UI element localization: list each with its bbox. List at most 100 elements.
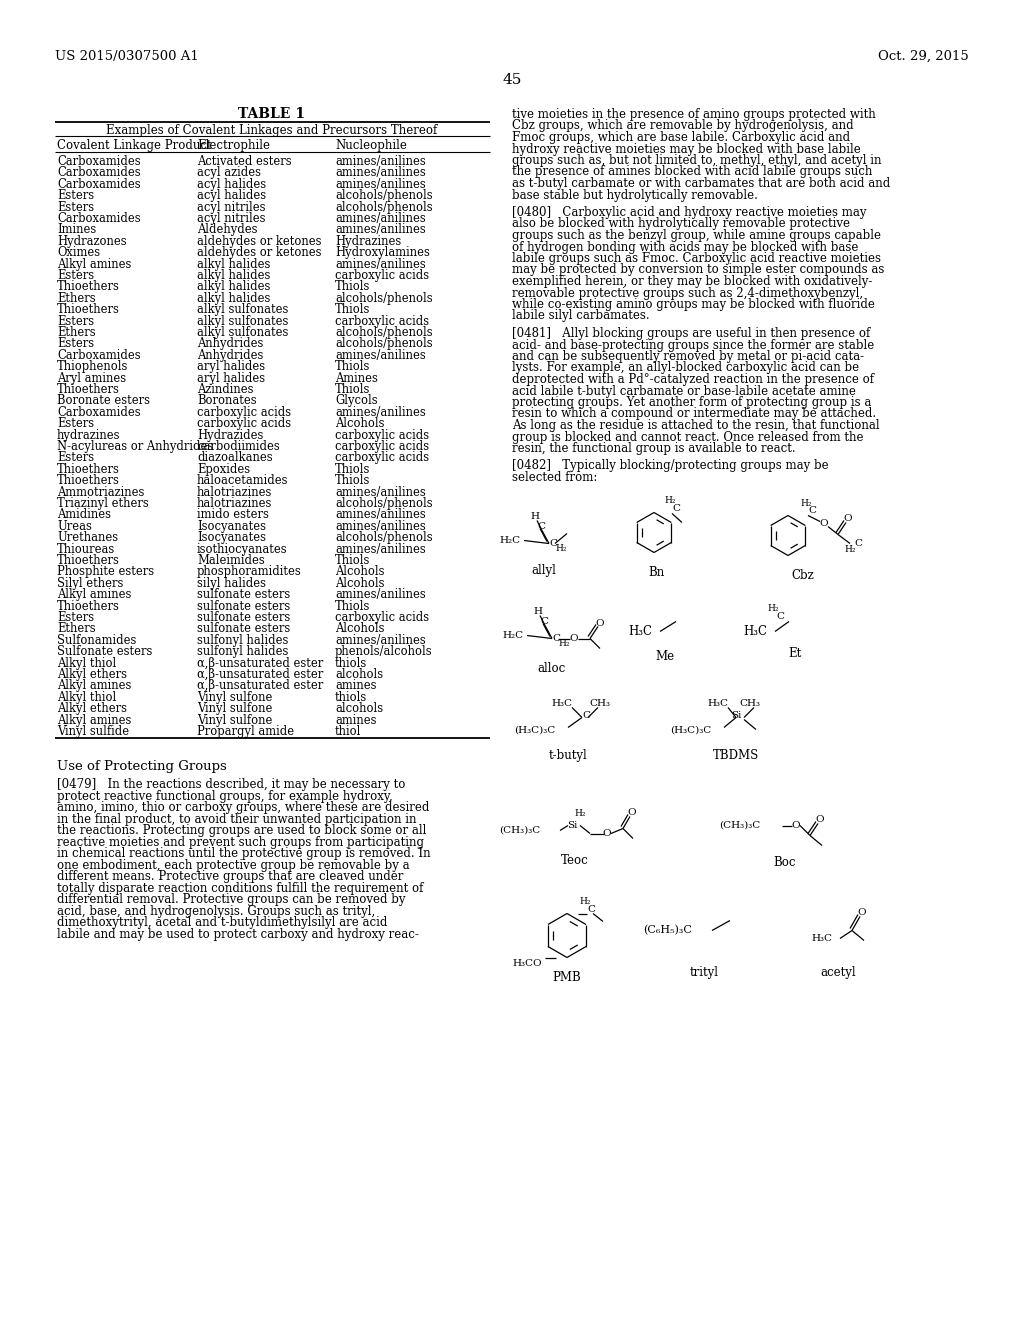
Text: H₂: H₂	[574, 809, 586, 818]
Text: silyl halides: silyl halides	[197, 577, 266, 590]
Text: Et: Et	[788, 647, 802, 660]
Text: C: C	[587, 906, 595, 913]
Text: Ammotriazines: Ammotriazines	[57, 486, 144, 499]
Text: Thiophenols: Thiophenols	[57, 360, 128, 374]
Text: O: O	[819, 519, 828, 528]
Text: the presence of amines blocked with acid labile groups such: the presence of amines blocked with acid…	[512, 165, 872, 178]
Text: alloc: alloc	[538, 663, 566, 675]
Text: H₂: H₂	[665, 496, 676, 506]
Text: H₃C: H₃C	[708, 700, 728, 708]
Text: Alcohols: Alcohols	[335, 417, 384, 430]
Text: Hydrazones: Hydrazones	[57, 235, 127, 248]
Text: carboxylic acids: carboxylic acids	[335, 451, 429, 465]
Text: [0482]   Typically blocking/protecting groups may be: [0482] Typically blocking/protecting gro…	[512, 459, 828, 473]
Text: amines: amines	[335, 680, 377, 693]
Text: acyl halides: acyl halides	[197, 189, 266, 202]
Text: carboxylic acids: carboxylic acids	[335, 269, 429, 282]
Text: Vinyl sulfone: Vinyl sulfone	[197, 702, 272, 715]
Text: [0480]   Carboxylic acid and hydroxy reactive moieties may: [0480] Carboxylic acid and hydroxy react…	[512, 206, 866, 219]
Text: Thioethers: Thioethers	[57, 304, 120, 317]
Text: sulfonate esters: sulfonate esters	[197, 611, 290, 624]
Text: 45: 45	[503, 73, 521, 87]
Text: C: C	[808, 506, 816, 515]
Text: Carboxamides: Carboxamides	[57, 178, 140, 191]
Text: carboxylic acids: carboxylic acids	[197, 405, 291, 418]
Text: C: C	[537, 521, 545, 531]
Text: in the final product, to avoid their unwanted participation in: in the final product, to avoid their unw…	[57, 813, 417, 826]
Text: Hydrazides: Hydrazides	[197, 429, 263, 442]
Text: Ethers: Ethers	[57, 292, 95, 305]
Text: Use of Protecting Groups: Use of Protecting Groups	[57, 760, 226, 774]
Text: phosphoramidites: phosphoramidites	[197, 565, 302, 578]
Text: Si: Si	[567, 821, 578, 830]
Text: Esters: Esters	[57, 189, 94, 202]
Text: TBDMS: TBDMS	[713, 748, 759, 762]
Text: diazoalkanes: diazoalkanes	[197, 451, 272, 465]
Text: as t-butyl carbamate or with carbamates that are both acid and: as t-butyl carbamate or with carbamates …	[512, 177, 890, 190]
Text: Teoc: Teoc	[561, 854, 589, 867]
Text: amines/anilines: amines/anilines	[335, 589, 426, 601]
Text: Thioethers: Thioethers	[57, 554, 120, 568]
Text: alkyl sulfonates: alkyl sulfonates	[197, 304, 289, 317]
Text: H: H	[534, 607, 543, 616]
Text: acid- and base-protecting groups since the former are stable: acid- and base-protecting groups since t…	[512, 338, 874, 351]
Text: amines/anilines: amines/anilines	[335, 223, 426, 236]
Text: alcohols/phenols: alcohols/phenols	[335, 201, 432, 214]
Text: resin, the functional group is available to react.: resin, the functional group is available…	[512, 442, 796, 455]
Text: Thiols: Thiols	[335, 554, 371, 568]
Text: Esters: Esters	[57, 417, 94, 430]
Text: Epoxides: Epoxides	[197, 463, 250, 475]
Text: carboxylic acids: carboxylic acids	[335, 314, 429, 327]
Text: Thioethers: Thioethers	[57, 463, 120, 475]
Text: Maleimides: Maleimides	[197, 554, 265, 568]
Text: allyl: allyl	[531, 564, 556, 577]
Text: group is blocked and cannot react. Once released from the: group is blocked and cannot react. Once …	[512, 430, 863, 444]
Text: Thiols: Thiols	[335, 474, 371, 487]
Text: isothiocyanates: isothiocyanates	[197, 543, 288, 556]
Text: Esters: Esters	[57, 451, 94, 465]
Text: Alkyl thiol: Alkyl thiol	[57, 656, 117, 669]
Text: exemplified herein, or they may be blocked with oxidatively-: exemplified herein, or they may be block…	[512, 275, 872, 288]
Text: halotriazines: halotriazines	[197, 486, 272, 499]
Text: carboxylic acids: carboxylic acids	[197, 417, 291, 430]
Text: one embodiment, each protective group be removable by a: one embodiment, each protective group be…	[57, 859, 410, 873]
Text: Thiols: Thiols	[335, 360, 371, 374]
Text: deprotected with a Pd°-catalyzed reaction in the presence of: deprotected with a Pd°-catalyzed reactio…	[512, 374, 874, 385]
Text: haloacetamides: haloacetamides	[197, 474, 289, 487]
Text: Nucleophile: Nucleophile	[335, 139, 407, 152]
Text: Boronate esters: Boronate esters	[57, 395, 150, 408]
Text: selected from:: selected from:	[512, 471, 597, 484]
Text: TABLE 1: TABLE 1	[239, 107, 305, 121]
Text: (CH₃)₃C: (CH₃)₃C	[499, 826, 540, 836]
Text: and can be subsequently removed by metal or pi-acid cata-: and can be subsequently removed by metal…	[512, 350, 864, 363]
Text: tive moieties in the presence of amino groups protected with: tive moieties in the presence of amino g…	[512, 108, 876, 121]
Text: Phosphite esters: Phosphite esters	[57, 565, 155, 578]
Text: phenols/alcohols: phenols/alcohols	[335, 645, 432, 659]
Text: Esters: Esters	[57, 201, 94, 214]
Text: Triazinyl ethers: Triazinyl ethers	[57, 498, 148, 510]
Text: Thioethers: Thioethers	[57, 280, 120, 293]
Text: US 2015/0307500 A1: US 2015/0307500 A1	[55, 50, 199, 63]
Text: Sulfonate esters: Sulfonate esters	[57, 645, 153, 659]
Text: carbodiimides: carbodiimides	[197, 440, 280, 453]
Text: H: H	[530, 512, 540, 521]
Text: Bn: Bn	[648, 566, 665, 579]
Text: Esters: Esters	[57, 338, 94, 350]
Text: amines/anilines: amines/anilines	[335, 520, 426, 533]
Text: acetyl: acetyl	[820, 966, 856, 979]
Text: C: C	[672, 504, 680, 513]
Text: amino, imino, thio or carboxy groups, where these are desired: amino, imino, thio or carboxy groups, wh…	[57, 801, 429, 814]
Text: thiol: thiol	[335, 725, 361, 738]
Text: amines/anilines: amines/anilines	[335, 348, 426, 362]
Text: alcohols: alcohols	[335, 702, 383, 715]
Text: H₂: H₂	[580, 898, 591, 906]
Text: Thioethers: Thioethers	[57, 474, 120, 487]
Text: acid, base, and hydrogenolysis. Groups such as trityl,: acid, base, and hydrogenolysis. Groups s…	[57, 906, 375, 917]
Text: Carboxamides: Carboxamides	[57, 166, 140, 180]
Text: sulfonate esters: sulfonate esters	[197, 589, 290, 601]
Text: (CH₃)₃C: (CH₃)₃C	[719, 821, 760, 830]
Text: Alkyl amines: Alkyl amines	[57, 589, 131, 601]
Text: alkyl sulfonates: alkyl sulfonates	[197, 326, 289, 339]
Text: Thiols: Thiols	[335, 304, 371, 317]
Text: Thioureas: Thioureas	[57, 543, 116, 556]
